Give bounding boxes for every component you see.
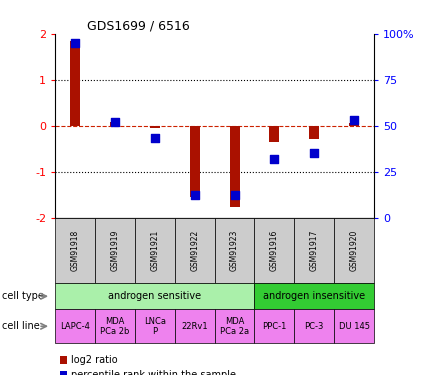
- Text: GDS1699 / 6516: GDS1699 / 6516: [87, 20, 190, 33]
- Text: PC-3: PC-3: [305, 322, 324, 331]
- Text: log2 ratio: log2 ratio: [71, 355, 118, 364]
- Bar: [349, 123, 359, 126]
- Text: GSM91922: GSM91922: [190, 230, 199, 271]
- Text: GSM91916: GSM91916: [270, 230, 279, 271]
- Text: cell line: cell line: [2, 321, 40, 331]
- Text: androgen insensitive: androgen insensitive: [263, 291, 366, 301]
- Text: GSM91918: GSM91918: [71, 230, 79, 271]
- Point: [351, 117, 357, 123]
- Point: [191, 192, 198, 198]
- Point: [271, 156, 278, 162]
- Point: [72, 40, 79, 46]
- Text: GSM91921: GSM91921: [150, 230, 159, 271]
- Text: 22Rv1: 22Rv1: [181, 322, 208, 331]
- Text: cell type: cell type: [2, 291, 44, 301]
- Text: MDA
PCa 2b: MDA PCa 2b: [100, 316, 130, 336]
- Point: [112, 119, 119, 125]
- Bar: [110, 122, 120, 126]
- Text: GSM91920: GSM91920: [350, 230, 359, 271]
- Point: [151, 135, 158, 141]
- Bar: [150, 126, 160, 128]
- Text: GSM91919: GSM91919: [110, 230, 119, 271]
- Bar: [70, 40, 80, 126]
- Text: LAPC-4: LAPC-4: [60, 322, 90, 331]
- Text: androgen sensitive: androgen sensitive: [108, 291, 201, 301]
- Text: PPC-1: PPC-1: [262, 322, 286, 331]
- Point: [231, 192, 238, 198]
- Text: MDA
PCa 2a: MDA PCa 2a: [220, 316, 249, 336]
- Text: GSM91917: GSM91917: [310, 230, 319, 271]
- Bar: [230, 126, 240, 207]
- Bar: [190, 126, 200, 197]
- Text: GSM91923: GSM91923: [230, 230, 239, 271]
- Bar: [309, 126, 319, 140]
- Text: percentile rank within the sample: percentile rank within the sample: [71, 370, 236, 375]
- Text: DU 145: DU 145: [339, 322, 370, 331]
- Point: [311, 150, 317, 156]
- Text: LNCa
P: LNCa P: [144, 316, 166, 336]
- Bar: [269, 126, 279, 142]
